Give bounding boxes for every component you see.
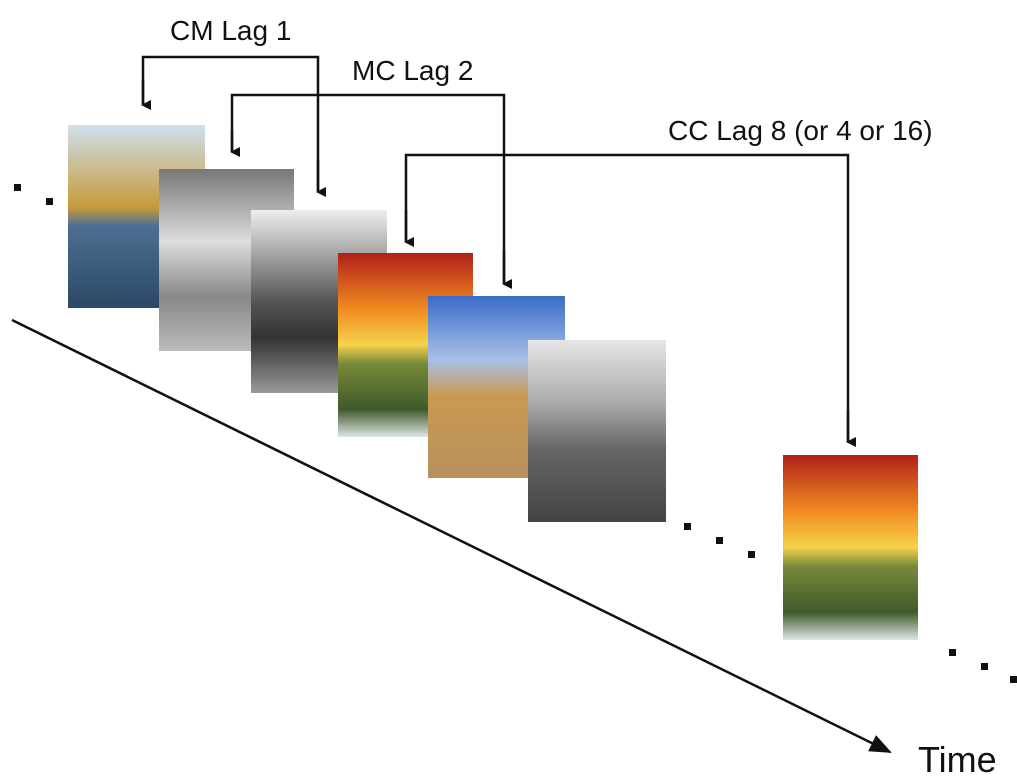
axis-label: Time <box>918 739 997 779</box>
lag-label: CM Lag 1 <box>170 15 291 46</box>
photo <box>783 455 918 640</box>
lag-arrows <box>141 55 856 447</box>
time-axis <box>11 318 892 754</box>
photo <box>528 340 666 522</box>
ellipsis <box>14 184 1017 683</box>
mc-arrow <box>230 93 506 282</box>
lag-label: CC Lag 8 (or 4 or 16) <box>668 115 933 146</box>
cc-arrow <box>404 153 850 440</box>
lag-label: MC Lag 2 <box>352 55 473 86</box>
image-stack <box>68 125 918 640</box>
